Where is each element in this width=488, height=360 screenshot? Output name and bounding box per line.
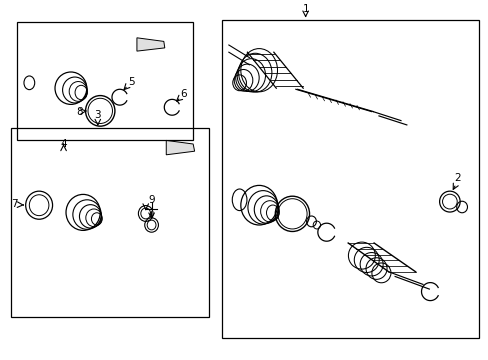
Bar [222,20,478,338]
Text: 5: 5 [127,77,134,87]
Text: 4: 4 [60,139,67,149]
Bar [17,22,193,140]
Text: 3: 3 [94,110,101,120]
Text: 1: 1 [302,4,308,14]
Text: 2: 2 [453,173,460,183]
Polygon shape [137,38,164,51]
Text: 9: 9 [148,195,155,205]
Bar [11,128,208,317]
Text: 8: 8 [76,107,82,117]
Polygon shape [166,140,194,155]
Text: 7: 7 [11,199,18,210]
Text: 6: 6 [180,89,186,99]
